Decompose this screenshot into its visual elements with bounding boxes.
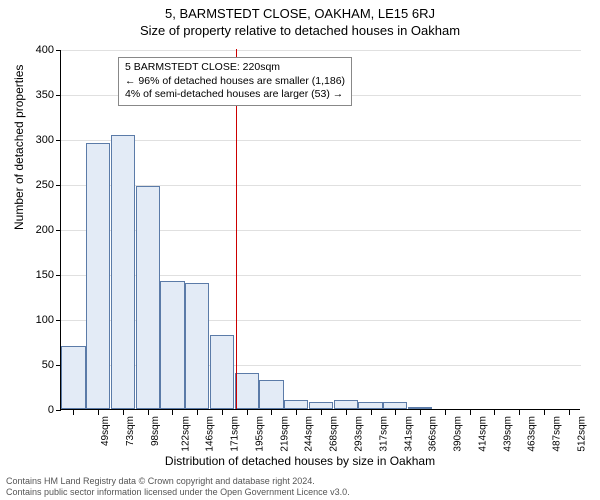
histogram-bar (259, 380, 283, 409)
x-tick-mark (569, 410, 570, 415)
x-tick-mark (420, 410, 421, 415)
x-tick-label: 512sqm (576, 416, 587, 452)
y-tick-mark (56, 275, 61, 276)
x-tick-mark (197, 410, 198, 415)
y-tick-label: 150 (0, 269, 54, 281)
y-tick-mark (56, 140, 61, 141)
y-tick-label: 250 (0, 179, 54, 191)
histogram-bar (136, 186, 160, 409)
y-tick-label: 350 (0, 89, 54, 101)
x-tick-label: 49sqm (100, 416, 111, 446)
x-tick-label: 219sqm (279, 416, 290, 452)
x-tick-label: 463sqm (527, 416, 538, 452)
x-tick-label: 341sqm (403, 416, 414, 452)
annotation-line1: 5 BARMSTEDT CLOSE: 220sqm (125, 61, 345, 75)
x-tick-label: 98sqm (150, 416, 161, 446)
x-tick-label: 414sqm (477, 416, 488, 452)
y-tick-label: 400 (0, 44, 54, 56)
x-tick-label: 146sqm (205, 416, 216, 452)
title-sub: Size of property relative to detached ho… (0, 21, 600, 38)
x-tick-mark (346, 410, 347, 415)
histogram-bar (86, 143, 110, 409)
y-tick-mark (56, 50, 61, 51)
x-axis-label: Distribution of detached houses by size … (0, 454, 600, 468)
annotation-line3: 4% of semi-detached houses are larger (5… (125, 88, 345, 102)
x-tick-mark (296, 410, 297, 415)
grid-line (61, 50, 581, 51)
x-tick-mark (271, 410, 272, 415)
y-tick-mark (56, 95, 61, 96)
x-tick-mark (172, 410, 173, 415)
x-tick-mark (395, 410, 396, 415)
y-tick-label: 50 (0, 359, 54, 371)
title-main: 5, BARMSTEDT CLOSE, OAKHAM, LE15 6RJ (0, 0, 600, 21)
x-tick-mark (123, 410, 124, 415)
x-tick-label: 293sqm (354, 416, 365, 452)
histogram-bar (309, 402, 333, 409)
x-tick-mark (445, 410, 446, 415)
y-tick-mark (56, 320, 61, 321)
histogram-bar (210, 335, 234, 409)
x-tick-mark (371, 410, 372, 415)
x-tick-mark (247, 410, 248, 415)
y-tick-label: 100 (0, 314, 54, 326)
x-tick-mark (73, 410, 74, 415)
annotation-box: 5 BARMSTEDT CLOSE: 220sqm ← 96% of detac… (118, 57, 352, 106)
footer-line2: Contains public sector information licen… (6, 487, 350, 498)
x-tick-label: 244sqm (304, 416, 315, 452)
y-tick-label: 300 (0, 134, 54, 146)
x-tick-mark (470, 410, 471, 415)
x-tick-label: 487sqm (552, 416, 563, 452)
x-tick-mark (98, 410, 99, 415)
histogram-bar (408, 407, 432, 409)
histogram-bar (334, 400, 358, 409)
x-tick-label: 390sqm (453, 416, 464, 452)
x-tick-mark (494, 410, 495, 415)
x-tick-label: 366sqm (428, 416, 439, 452)
x-tick-label: 171sqm (230, 416, 241, 452)
histogram-bar (61, 346, 85, 409)
x-tick-mark (519, 410, 520, 415)
histogram-bar (284, 400, 308, 409)
footer: Contains HM Land Registry data © Crown c… (6, 476, 350, 499)
histogram-bar (185, 283, 209, 409)
x-tick-label: 317sqm (378, 416, 389, 452)
footer-line1: Contains HM Land Registry data © Crown c… (6, 476, 350, 487)
histogram-bar (383, 402, 407, 409)
y-tick-label: 200 (0, 224, 54, 236)
grid-line (61, 140, 581, 141)
histogram-bar (358, 402, 382, 409)
y-tick-mark (56, 230, 61, 231)
x-tick-mark (148, 410, 149, 415)
histogram-bar (111, 135, 135, 409)
x-tick-mark (544, 410, 545, 415)
y-tick-mark (56, 185, 61, 186)
x-tick-label: 122sqm (180, 416, 191, 452)
x-tick-label: 439sqm (502, 416, 513, 452)
x-tick-label: 195sqm (255, 416, 266, 452)
histogram-bar (160, 281, 184, 409)
x-tick-label: 268sqm (329, 416, 340, 452)
x-tick-label: 73sqm (125, 416, 136, 446)
chart-container: 5, BARMSTEDT CLOSE, OAKHAM, LE15 6RJ Siz… (0, 0, 600, 500)
annotation-line2: ← 96% of detached houses are smaller (1,… (125, 75, 345, 89)
y-tick-label: 0 (0, 404, 54, 416)
histogram-bar (235, 373, 259, 409)
y-tick-mark (56, 410, 61, 411)
x-tick-mark (321, 410, 322, 415)
x-tick-mark (222, 410, 223, 415)
